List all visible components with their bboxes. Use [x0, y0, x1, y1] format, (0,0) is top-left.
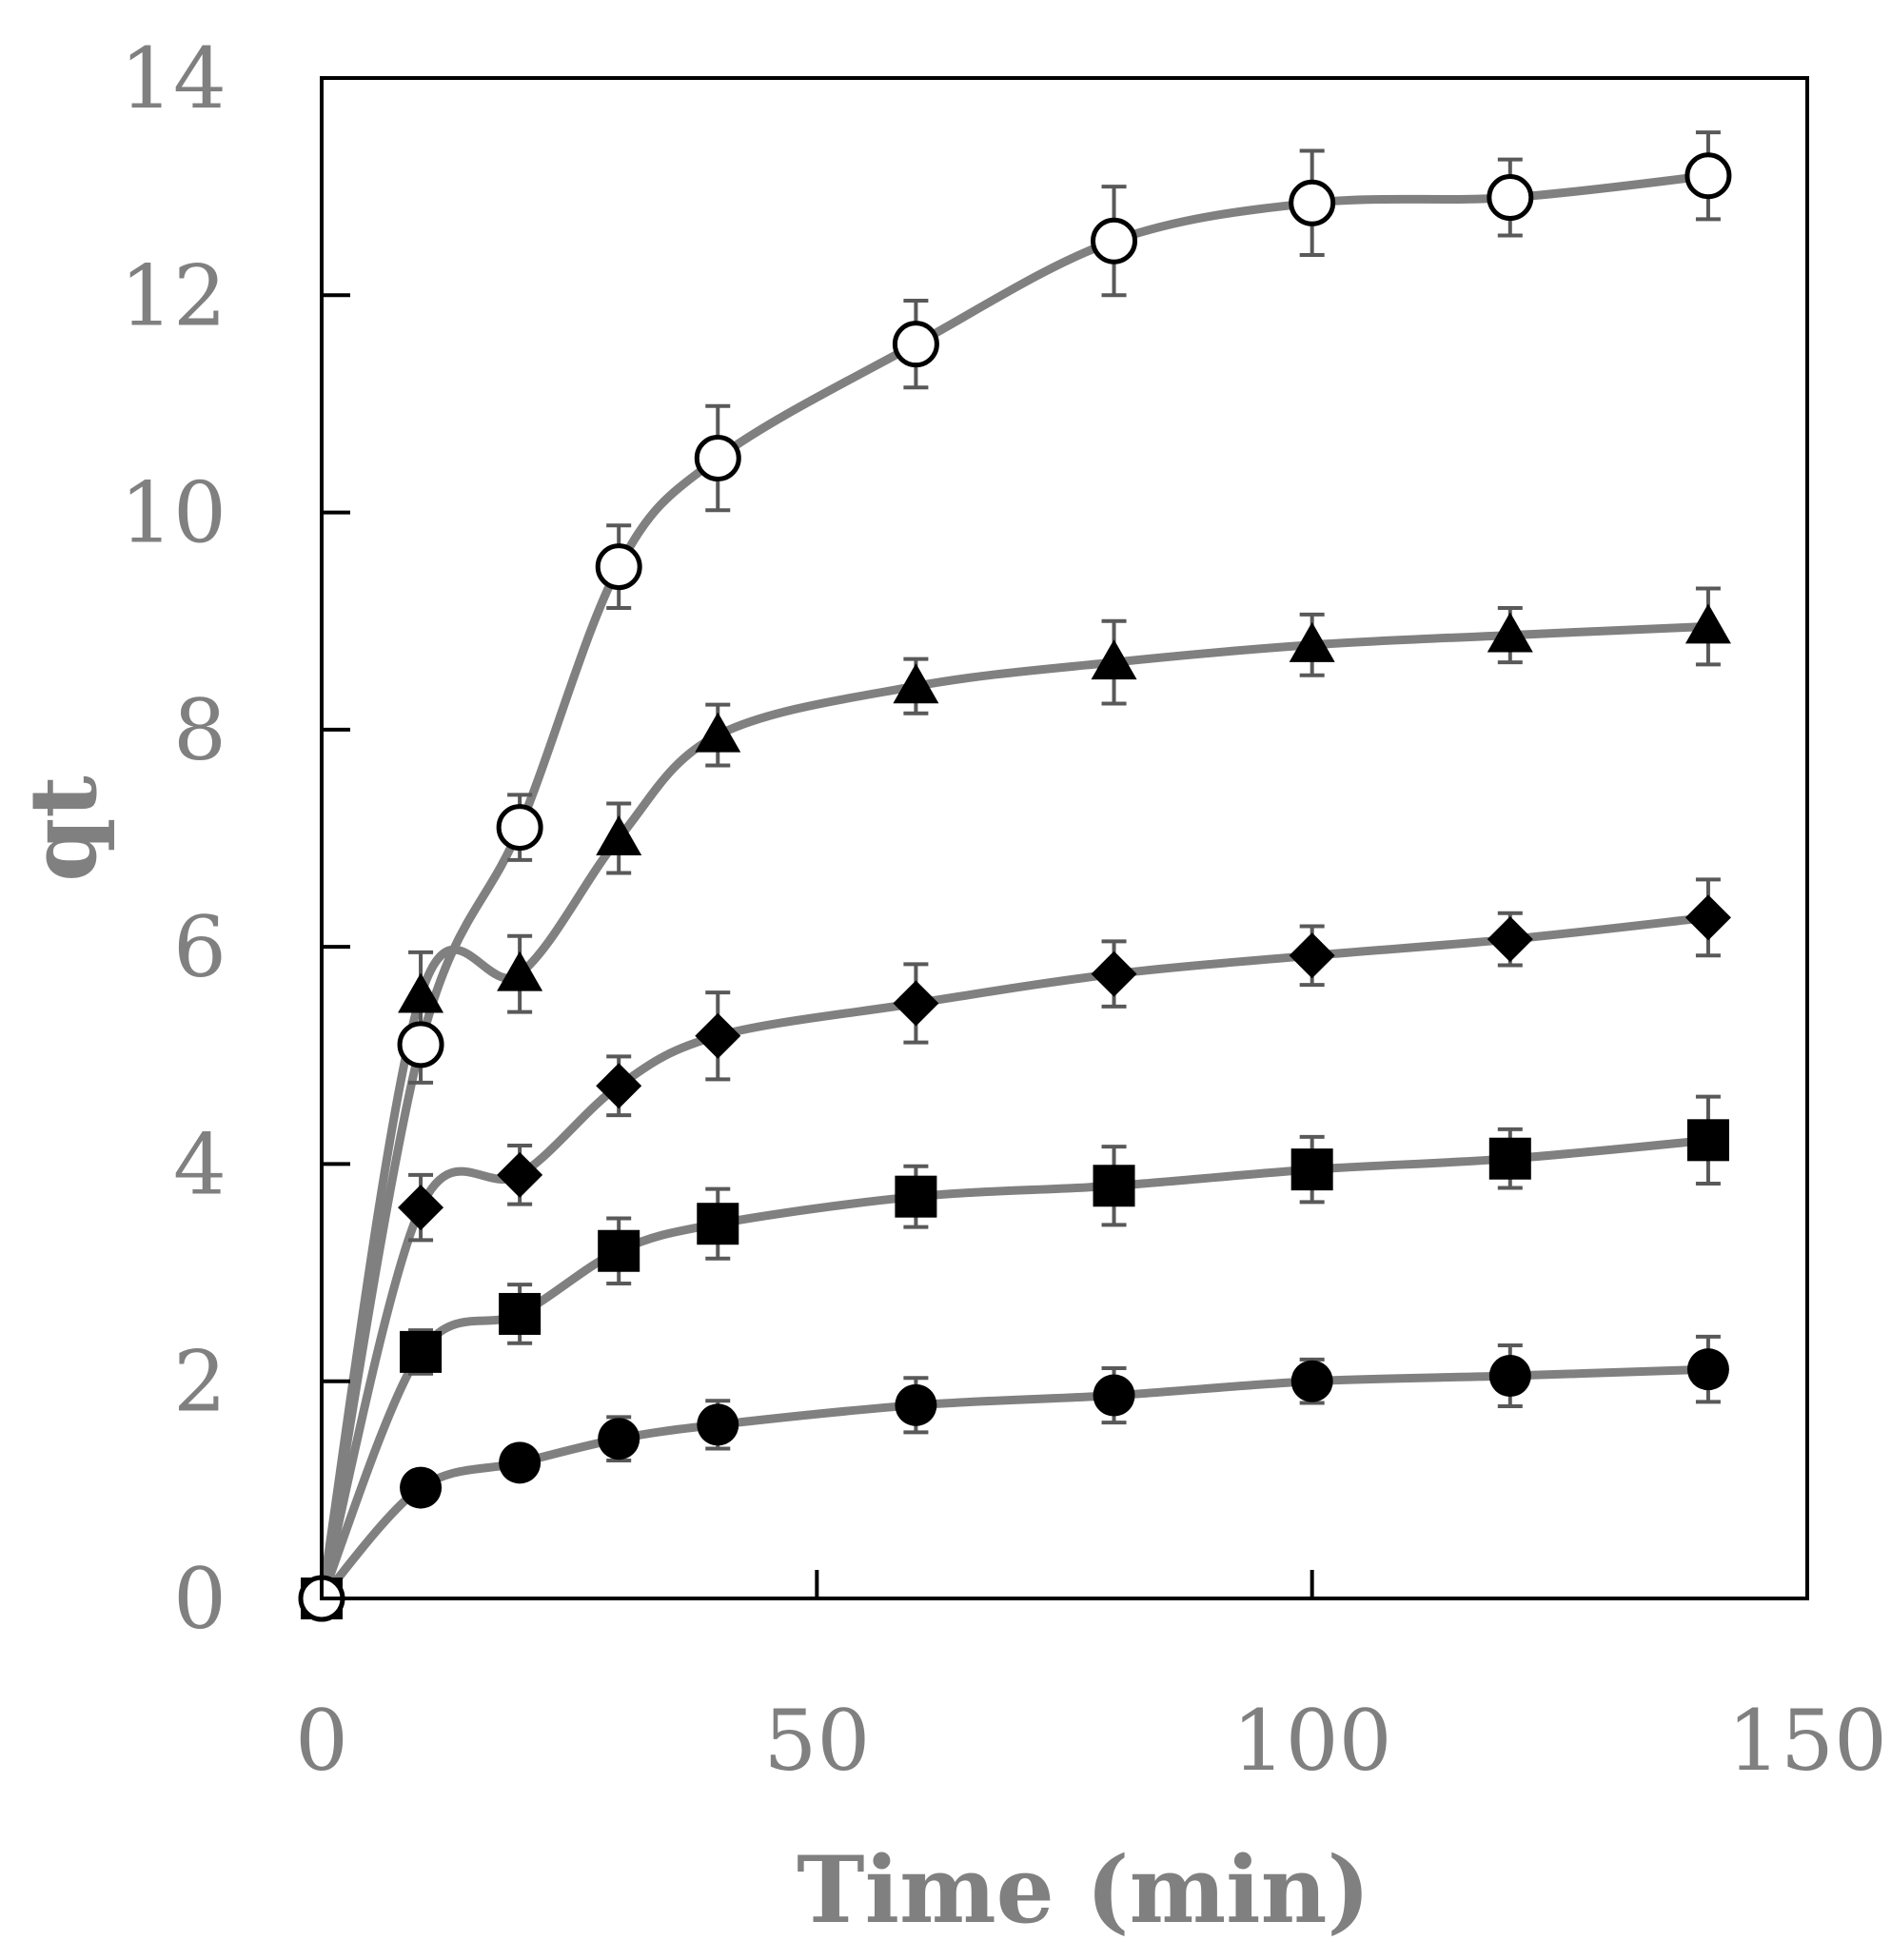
x-tick-label: 100: [1232, 1692, 1392, 1790]
y-axis-ticks: 0 2 4 6 8 10 12 14: [120, 29, 350, 1648]
x-tick-label: 50: [763, 1692, 870, 1790]
data-point-filled-triangle: [1487, 612, 1533, 653]
data-point-filled-diamond: [398, 1185, 444, 1231]
data-point-filled-diamond: [596, 1063, 642, 1109]
y-tick-label: 12: [120, 246, 227, 344]
data-point-filled-square: [598, 1229, 640, 1272]
data-point-filled-triangle: [695, 712, 741, 753]
data-point-filled-circle: [1686, 1348, 1729, 1391]
data-point-filled-triangle: [1684, 603, 1731, 644]
data-point-filled-triangle: [398, 972, 444, 1013]
data-point-filled-diamond: [1091, 951, 1137, 997]
x-axis-title: Time (min): [797, 1836, 1370, 1944]
data-point-filled-square: [1686, 1119, 1729, 1162]
data-point-open-circle: [1487, 174, 1534, 222]
plot-area-frame: [320, 76, 1809, 1600]
data-point-open-circle: [1091, 217, 1138, 265]
y-tick-label: 8: [173, 681, 227, 779]
series-line-filled-square: [317, 1135, 1713, 1603]
data-point-filled-triangle: [596, 815, 642, 855]
series-markers: [298, 152, 1732, 1622]
data-point-open-circle: [397, 1021, 444, 1068]
y-tick-label: 0: [173, 1550, 227, 1648]
x-tick-label: 150: [1727, 1692, 1887, 1790]
y-axis-title: qt: [10, 775, 117, 881]
data-point-filled-square: [1093, 1165, 1135, 1207]
x-tick-label: 0: [295, 1692, 348, 1790]
data-point-filled-circle: [1093, 1374, 1135, 1417]
data-point-filled-square: [697, 1203, 739, 1245]
data-point-filled-triangle: [893, 663, 939, 704]
y-tick-label: 4: [173, 1115, 227, 1213]
data-point-filled-circle: [895, 1383, 937, 1426]
data-point-filled-square: [1290, 1148, 1333, 1191]
data-point-filled-circle: [598, 1418, 640, 1460]
data-point-filled-circle: [499, 1441, 542, 1484]
data-point-filled-diamond: [695, 1012, 741, 1059]
data-point-filled-diamond: [893, 980, 939, 1027]
data-point-filled-circle: [1488, 1355, 1531, 1398]
data-point-filled-diamond: [497, 1151, 543, 1198]
y-tick-label: 10: [120, 464, 227, 562]
data-point-filled-diamond: [1487, 916, 1533, 963]
data-point-filled-triangle: [1289, 621, 1335, 662]
data-point-filled-diamond: [1684, 894, 1731, 941]
data-point-open-circle: [694, 435, 741, 481]
data-point-filled-square: [1488, 1137, 1531, 1180]
data-point-filled-triangle: [1091, 639, 1137, 680]
y-tick-label: 14: [120, 29, 227, 127]
data-point-filled-square: [400, 1330, 443, 1373]
data-point-filled-diamond: [1289, 932, 1335, 979]
data-point-filled-circle: [1290, 1360, 1333, 1402]
data-point-filled-square: [499, 1292, 542, 1335]
data-point-filled-circle: [697, 1403, 739, 1446]
data-point-open-circle: [496, 804, 543, 852]
y-tick-label: 2: [173, 1333, 227, 1431]
data-point-filled-square: [895, 1175, 937, 1218]
x-axis-ticks: 0 50 100 150: [295, 1570, 1887, 1790]
data-point-filled-triangle: [497, 951, 543, 991]
data-point-open-circle: [595, 543, 642, 591]
series-line-filled-diamond: [317, 912, 1713, 1603]
data-point-open-circle: [1289, 179, 1336, 226]
data-point-filled-circle: [400, 1466, 443, 1509]
data-point-open-circle: [892, 321, 939, 368]
y-tick-label: 6: [173, 898, 227, 996]
data-point-open-circle: [1684, 152, 1732, 200]
